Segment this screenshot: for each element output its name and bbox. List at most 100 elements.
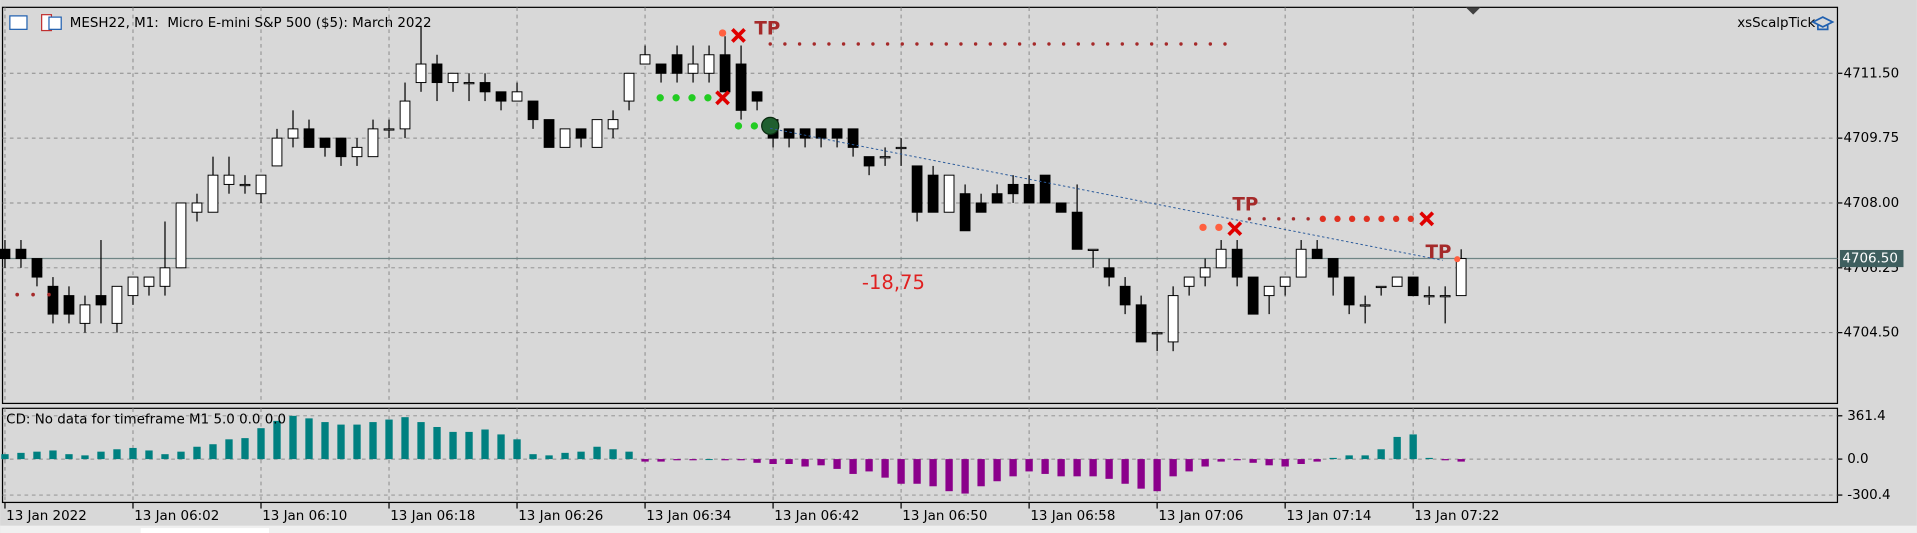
histogram-bar [433, 426, 441, 460]
histogram-bar [545, 455, 553, 460]
tp-label: TP [1425, 242, 1451, 263]
candle-body [1359, 304, 1371, 307]
candle-body [143, 276, 155, 287]
histogram-bar [481, 429, 489, 460]
histogram-bar [1313, 459, 1321, 462]
candle-body [31, 258, 43, 278]
icon-chart2[interactable] [48, 16, 62, 30]
trade-dot [915, 42, 919, 46]
y-tick-label: 4711.50 [1844, 66, 1900, 81]
histogram-bar [1057, 459, 1065, 477]
candle-body [671, 54, 683, 74]
trade-cross [731, 28, 746, 43]
trade-dot [1215, 223, 1223, 232]
candle-body [255, 174, 267, 195]
histogram-bar [609, 449, 617, 460]
expert-icon[interactable] [1811, 16, 1835, 31]
scroll-thumb[interactable] [140, 528, 270, 533]
trade-dot [1334, 215, 1341, 223]
scroll-strip [0, 525, 1917, 533]
candle-body [0, 248, 11, 260]
trade-dot [900, 42, 904, 46]
x-tick-label: 13 Jan 07:06 [1158, 509, 1243, 524]
histogram-bar [1025, 459, 1033, 472]
trade-dot [1247, 217, 1252, 221]
candle-body [1167, 295, 1179, 343]
candle-body [543, 119, 555, 148]
shift-marker[interactable] [1465, 7, 1481, 15]
candle-body [287, 128, 299, 139]
trade-dot [656, 94, 664, 102]
candle-body [927, 174, 939, 213]
candle-body [623, 72, 635, 102]
histogram-bar [881, 459, 889, 478]
trade-dot [1135, 42, 1139, 46]
histogram-bar [929, 459, 937, 487]
histogram-bar [241, 438, 249, 460]
candle-body [319, 137, 331, 148]
candle-body [383, 128, 395, 131]
y-tick-label: 4704.50 [1844, 326, 1900, 341]
candle-body [735, 63, 747, 111]
candle-body [559, 128, 571, 148]
candle-body [351, 146, 363, 158]
histogram-bar [1441, 459, 1449, 461]
candle-body [1199, 267, 1211, 278]
candle-body [1423, 295, 1435, 298]
candle-body [1391, 276, 1403, 287]
candle-body [175, 202, 187, 269]
candle-body [1263, 285, 1275, 297]
histogram-bar [1169, 459, 1177, 477]
trade-dot [988, 42, 992, 46]
candle-body [895, 146, 907, 150]
candle-body [863, 156, 875, 167]
candle-body [15, 248, 27, 260]
candle-body [1407, 276, 1419, 297]
candle-body [991, 193, 1003, 204]
trade-dot [944, 42, 948, 46]
histogram-bar [1089, 459, 1097, 477]
candle-body [575, 128, 587, 139]
candle-body [687, 63, 699, 74]
histogram-bar [497, 434, 505, 460]
histogram-bar [1137, 459, 1145, 489]
y-tick-label: 4709.75 [1844, 131, 1900, 146]
histogram-bar [785, 459, 793, 464]
histogram-bar [65, 454, 73, 460]
indicator-label: CD: No data for timeframe M1 5.0 0.0 0.0 [6, 412, 286, 427]
candle-body [959, 193, 971, 232]
trade-dot [1164, 42, 1169, 46]
histogram-bar [1185, 459, 1193, 472]
x-tick-label: 13 Jan 06:02 [134, 509, 219, 524]
y-tick-label: -300.4 [1847, 488, 1890, 503]
trade-cross [1227, 221, 1243, 237]
histogram-bar [257, 428, 265, 460]
candle-body [335, 137, 347, 158]
x-tick-label: 13 Jan 06:50 [902, 509, 987, 524]
histogram-bar [1377, 449, 1385, 460]
histogram-bar [1041, 459, 1049, 474]
y-tick-label: 4708.00 [1844, 196, 1900, 211]
candle-body [1119, 285, 1131, 306]
trade-dot [1378, 215, 1385, 223]
trade-dot [47, 292, 51, 297]
histogram-bar [753, 459, 761, 463]
histogram-bar [273, 420, 281, 460]
icon-window[interactable] [9, 15, 28, 30]
trade-dot [1061, 42, 1066, 46]
candle-body [639, 54, 651, 65]
histogram-bar [737, 459, 745, 461]
candle-body [527, 100, 539, 121]
histogram-bar [1217, 459, 1225, 462]
histogram-bar [113, 449, 121, 460]
histogram-bar [689, 459, 697, 461]
histogram-bar [993, 459, 1001, 482]
histogram-bar [385, 419, 393, 460]
histogram-bar [1265, 459, 1273, 466]
candle-body [111, 285, 123, 324]
trade-dot [797, 42, 802, 46]
histogram-bar [1425, 457, 1433, 460]
trade-dot [672, 94, 680, 102]
